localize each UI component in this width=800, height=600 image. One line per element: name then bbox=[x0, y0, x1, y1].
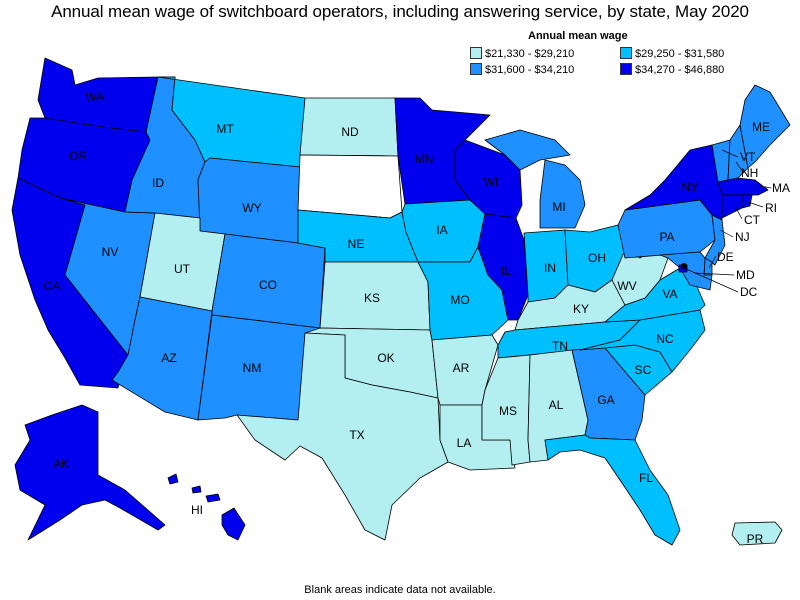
label-mn: MN bbox=[415, 152, 434, 166]
legend-swatch-2 bbox=[620, 47, 632, 59]
label-wa: WA bbox=[86, 90, 105, 104]
label-ga: GA bbox=[597, 393, 614, 407]
state-ri[interactable] bbox=[741, 194, 753, 209]
legend-item-1: $21,330 - $29,210 bbox=[470, 47, 574, 60]
legend-label-2: $29,250 - $31,580 bbox=[635, 48, 725, 60]
label-ok: OK bbox=[377, 351, 394, 365]
dc-marker bbox=[681, 263, 687, 269]
state-me[interactable] bbox=[739, 84, 791, 169]
label-ak: AK bbox=[53, 457, 69, 471]
state-mi[interactable] bbox=[484, 129, 586, 229]
state-nj[interactable] bbox=[704, 214, 726, 266]
label-ks: KS bbox=[364, 291, 380, 305]
label-ne: NE bbox=[348, 237, 365, 251]
state-tx[interactable] bbox=[236, 332, 449, 541]
label-vt: VT bbox=[740, 150, 756, 164]
legend-swatch-4 bbox=[620, 63, 632, 75]
leader-nh bbox=[735, 161, 745, 174]
label-nv: NV bbox=[102, 245, 119, 259]
footnote: Blank areas indicate data not available. bbox=[304, 584, 496, 596]
label-ut: UT bbox=[174, 262, 191, 276]
legend-swatch-1 bbox=[470, 47, 482, 59]
state-nh[interactable] bbox=[727, 124, 749, 181]
label-md: MD bbox=[736, 268, 755, 282]
label-nc: NC bbox=[656, 332, 674, 346]
label-mt: MT bbox=[216, 122, 234, 136]
label-tn: TN bbox=[552, 339, 568, 353]
state-fl[interactable] bbox=[544, 434, 681, 546]
legend-label-3: $31,600 - $34,210 bbox=[485, 64, 575, 76]
label-il: IL bbox=[501, 264, 511, 278]
label-co: CO bbox=[259, 278, 277, 292]
label-de: DE bbox=[717, 250, 734, 264]
label-fl: FL bbox=[639, 471, 653, 485]
label-pa: PA bbox=[659, 230, 674, 244]
label-wy: WY bbox=[242, 201, 261, 215]
label-la: LA bbox=[457, 436, 472, 450]
label-ia: IA bbox=[436, 223, 447, 237]
label-wi: WI bbox=[484, 175, 499, 189]
label-tx: TX bbox=[349, 428, 364, 442]
legend-title: Annual mean wage bbox=[528, 30, 628, 42]
label-or: OR bbox=[69, 149, 87, 163]
label-oh: OH bbox=[588, 251, 606, 265]
leader-ma bbox=[759, 185, 772, 189]
label-id: ID bbox=[152, 176, 164, 190]
leader-vt bbox=[721, 149, 739, 158]
label-va: VA bbox=[662, 287, 677, 301]
label-nj: NJ bbox=[735, 230, 750, 244]
legend-label-1: $21,330 - $29,210 bbox=[485, 48, 575, 60]
state-ct[interactable] bbox=[721, 194, 743, 219]
label-ri: RI bbox=[765, 201, 777, 215]
leader-de bbox=[708, 255, 717, 269]
label-ms: MS bbox=[499, 404, 517, 418]
state-ma[interactable] bbox=[717, 177, 769, 196]
label-wv: WV bbox=[617, 279, 636, 293]
leader-ct bbox=[734, 205, 743, 220]
label-al: AL bbox=[549, 398, 564, 412]
label-sc: SC bbox=[635, 363, 652, 377]
label-ma: MA bbox=[772, 181, 790, 195]
leader-nj bbox=[719, 229, 734, 238]
legend-label-4: $34,270 - $46,880 bbox=[635, 64, 725, 76]
legend-item-3: $31,600 - $34,210 bbox=[470, 63, 574, 76]
legend-item-2: $29,250 - $31,580 bbox=[620, 47, 724, 60]
state-ak[interactable] bbox=[14, 404, 166, 541]
label-me: ME bbox=[752, 120, 770, 134]
label-dc: DC bbox=[740, 285, 758, 299]
leader-md bbox=[694, 272, 735, 276]
map-title: Annual mean wage of switchboard operator… bbox=[51, 2, 749, 21]
label-ct: CT bbox=[744, 213, 761, 227]
label-ar: AR bbox=[453, 361, 470, 375]
label-ny: NY bbox=[682, 180, 699, 194]
label-nh: NH bbox=[741, 166, 758, 180]
label-az: AZ bbox=[161, 351, 176, 365]
label-in: IN bbox=[544, 261, 556, 275]
state-pr[interactable] bbox=[731, 521, 783, 546]
label-mo: MO bbox=[450, 293, 469, 307]
label-mi: MI bbox=[552, 200, 565, 214]
legend-item-4: $34,270 - $46,880 bbox=[620, 63, 724, 76]
state-hi[interactable] bbox=[167, 473, 246, 541]
label-nd: ND bbox=[341, 125, 359, 139]
label-ky: KY bbox=[573, 302, 589, 316]
leader-ri bbox=[747, 201, 764, 208]
legend-swatch-3 bbox=[470, 63, 482, 75]
label-nm: NM bbox=[243, 361, 262, 375]
state-il[interactable] bbox=[477, 213, 529, 321]
state-wi[interactable] bbox=[454, 139, 523, 219]
label-ca: CA bbox=[44, 279, 61, 293]
state-sd[interactable] bbox=[297, 154, 403, 219]
label-pr: PR bbox=[747, 532, 764, 546]
leader-dc bbox=[683, 267, 739, 293]
label-hi: HI bbox=[191, 503, 203, 517]
